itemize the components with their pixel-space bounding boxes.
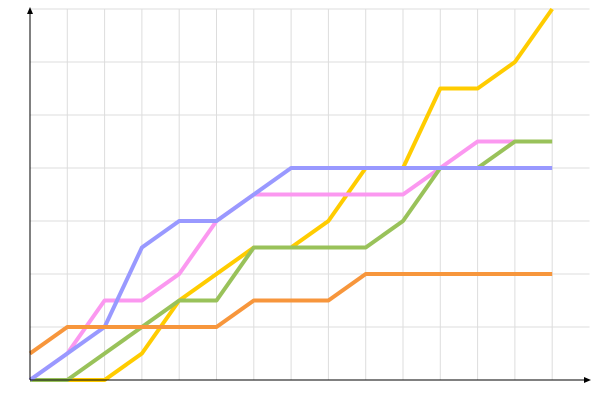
x-axis-arrow bbox=[584, 377, 591, 383]
data-line bbox=[28, 139, 515, 382]
axes bbox=[27, 7, 591, 383]
plot-area bbox=[28, 7, 554, 382]
data-line bbox=[28, 272, 553, 356]
y-axis-arrow bbox=[27, 7, 33, 14]
data-line bbox=[28, 166, 553, 382]
